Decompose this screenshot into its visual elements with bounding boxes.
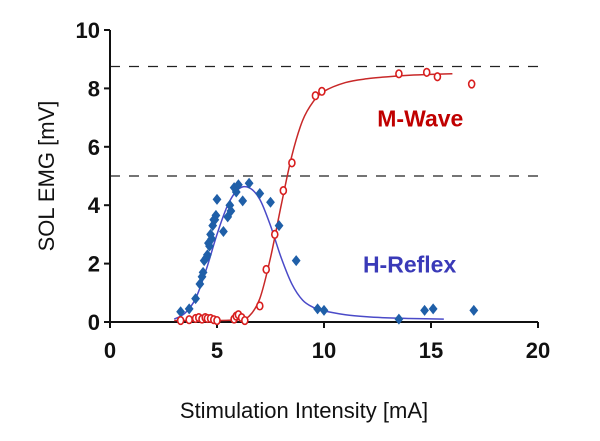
h-reflex-point xyxy=(219,225,228,237)
m-wave-point xyxy=(255,301,264,311)
data-points xyxy=(176,67,479,326)
h-reflex-label: H-Reflex xyxy=(363,251,457,277)
x-tick-label: 0 xyxy=(104,338,116,363)
h-reflex-point xyxy=(226,205,236,217)
y-tick-label: 8 xyxy=(88,76,100,101)
h-reflex-fit-curve xyxy=(173,185,444,320)
h-reflex-point xyxy=(205,240,214,252)
h-reflex-point xyxy=(266,196,275,208)
m-wave-point xyxy=(241,315,249,326)
h-reflex-point xyxy=(274,220,284,232)
x-ticks: 0 5 10 15 20 xyxy=(104,322,550,363)
y-axis-title: SOL EMG [mV] xyxy=(34,101,59,252)
x-tick-label: 20 xyxy=(526,338,550,363)
m-wave-point xyxy=(279,186,288,196)
m-wave-point xyxy=(270,229,279,239)
h-reflex-point xyxy=(202,249,212,261)
m-wave-point xyxy=(262,264,271,275)
h-reflex-point xyxy=(231,186,241,198)
m-wave-point xyxy=(395,69,403,79)
h-reflex-point xyxy=(238,195,248,207)
m-wave-point xyxy=(176,315,185,326)
m-wave-point xyxy=(318,86,326,96)
x-tick-label: 10 xyxy=(312,338,336,363)
h-reflex-point xyxy=(225,199,235,211)
h-reflex-point xyxy=(291,255,301,267)
x-tick-label: 15 xyxy=(419,338,443,363)
m-wave-point xyxy=(467,79,476,89)
h-reflex-point xyxy=(229,182,239,194)
m-wave-point xyxy=(288,158,296,168)
h-reflex-point xyxy=(420,304,429,316)
h-reflex-point xyxy=(191,293,200,305)
h-reflex-point xyxy=(313,303,322,315)
h-reflex-point xyxy=(176,306,186,318)
h-reflex-point xyxy=(244,177,254,189)
annotations: M-Wave H-Reflex xyxy=(363,105,463,277)
h-reflex-point xyxy=(211,209,221,221)
m-wave-label: M-Wave xyxy=(377,105,463,131)
x-axis-title: Stimulation Intensity [mA] xyxy=(180,398,428,423)
y-tick-label: 6 xyxy=(88,135,100,160)
h-reflex-point xyxy=(428,303,438,315)
y-ticks: 0 2 4 6 8 10 xyxy=(76,18,110,335)
y-tick-label: 0 xyxy=(88,310,100,335)
h-reflex-point xyxy=(469,304,479,316)
x-tick-label: 5 xyxy=(211,338,223,363)
h-reflex-point xyxy=(198,266,208,278)
h-reflex-point xyxy=(223,211,233,223)
h-reflex-point xyxy=(234,179,243,191)
m-wave-point xyxy=(433,72,442,82)
m-wave-point xyxy=(213,315,221,326)
y-tick-label: 4 xyxy=(88,193,101,218)
m-wave-point xyxy=(422,67,431,77)
reference-lines xyxy=(110,65,545,177)
m-wave-point xyxy=(311,91,320,101)
h-reflex-point xyxy=(255,188,265,200)
h-reflex-point xyxy=(212,193,222,205)
h-reflex-point xyxy=(319,304,329,316)
h-reflex-point xyxy=(394,313,404,325)
m-wave-point xyxy=(185,315,193,325)
h-reflex-point xyxy=(207,233,217,245)
y-tick-label: 10 xyxy=(76,18,100,43)
h-reflex-point xyxy=(184,303,194,315)
y-tick-label: 2 xyxy=(88,252,100,277)
